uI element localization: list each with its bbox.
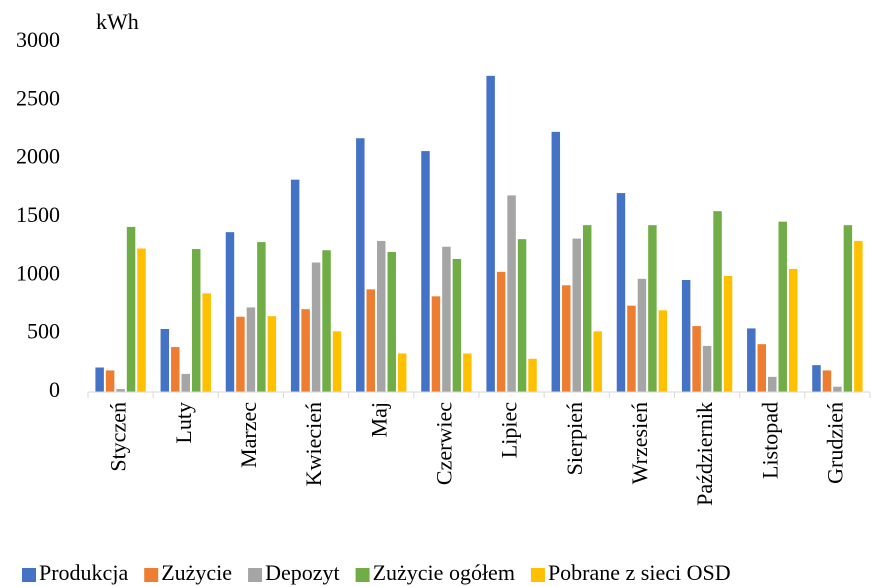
x-tick-label: Grudzień	[822, 402, 847, 484]
legend-swatch	[144, 568, 159, 582]
x-tick-label: Czerwiec	[431, 402, 456, 485]
bar	[116, 389, 125, 392]
x-tick-label: Marzec	[236, 402, 261, 468]
bar	[507, 195, 516, 392]
bar	[257, 242, 266, 392]
bar	[181, 373, 190, 392]
bar	[681, 280, 691, 392]
bar	[377, 240, 386, 392]
bar	[421, 151, 430, 392]
legend-label: Depozyt	[265, 560, 340, 585]
bar	[356, 138, 365, 392]
bar	[627, 305, 636, 392]
bar	[713, 211, 722, 392]
bar	[788, 268, 798, 392]
bar	[562, 285, 571, 392]
legend-swatch	[355, 568, 370, 582]
bar	[311, 262, 321, 392]
bar	[486, 75, 495, 392]
bar	[528, 358, 537, 392]
bar	[387, 252, 396, 392]
bar	[496, 271, 506, 392]
x-tick-label: Lipiec	[497, 402, 522, 458]
bar	[572, 238, 581, 392]
bar	[702, 345, 712, 392]
bar	[126, 226, 136, 392]
bar	[648, 225, 657, 392]
bar	[442, 246, 451, 392]
bar	[843, 225, 853, 392]
x-tick-label: Luty	[171, 402, 196, 444]
bar	[191, 249, 201, 392]
y-tick-label: 3000	[16, 27, 60, 52]
legend-label: Zużycie	[161, 560, 232, 585]
legend-swatch	[248, 568, 263, 582]
bar	[616, 193, 626, 392]
y-tick-label: 500	[27, 319, 60, 344]
bar	[246, 307, 256, 392]
y-axis-unit: kWh	[96, 9, 139, 34]
bar	[778, 221, 787, 392]
x-tick-label: Styczeń	[106, 402, 131, 472]
x-tick-label: Październik	[692, 402, 717, 506]
x-tick-label: Listopad	[757, 402, 782, 479]
bar	[833, 386, 842, 392]
bar	[452, 259, 462, 392]
bar	[137, 248, 146, 392]
y-tick-label: 0	[49, 377, 60, 402]
bar	[431, 296, 441, 392]
legend-label: Zużycie ogółem	[373, 560, 515, 585]
bar	[332, 331, 342, 392]
bar	[582, 225, 592, 392]
y-tick-label: 1500	[16, 202, 60, 227]
bar	[517, 239, 527, 392]
bar	[160, 329, 170, 392]
bar	[637, 278, 647, 392]
bar	[812, 365, 821, 392]
bar	[747, 328, 756, 392]
bar	[267, 316, 277, 392]
bar	[768, 376, 777, 392]
y-tick-label: 2000	[16, 144, 60, 169]
bar	[202, 293, 211, 392]
bar	[397, 353, 407, 392]
x-tick-label: Wrzesień	[627, 402, 652, 484]
bar	[658, 310, 668, 392]
y-tick-label: 1000	[16, 260, 60, 285]
legend-swatch	[530, 568, 545, 582]
bar	[171, 347, 180, 392]
bar	[95, 367, 104, 392]
bar	[463, 353, 472, 392]
legend-swatch	[22, 568, 36, 582]
bar	[757, 344, 767, 392]
x-tick-label: Maj	[366, 402, 391, 437]
bar	[593, 331, 602, 392]
bar	[551, 131, 561, 393]
x-tick-label: Kwiecień	[301, 402, 326, 486]
x-tick-label: Sierpień	[562, 402, 587, 475]
bar	[822, 370, 832, 392]
bar	[236, 316, 245, 392]
bar	[723, 275, 733, 392]
bar	[225, 232, 235, 392]
bar	[854, 240, 863, 392]
bar	[290, 179, 300, 392]
legend-label: Produkcja	[39, 560, 128, 585]
bar	[366, 289, 376, 392]
bar	[301, 309, 310, 392]
bar	[692, 326, 701, 392]
legend-label: Pobrane z sieci OSD	[548, 560, 731, 585]
y-tick-label: 2500	[16, 85, 60, 110]
bar	[105, 370, 115, 392]
bar	[322, 250, 331, 392]
